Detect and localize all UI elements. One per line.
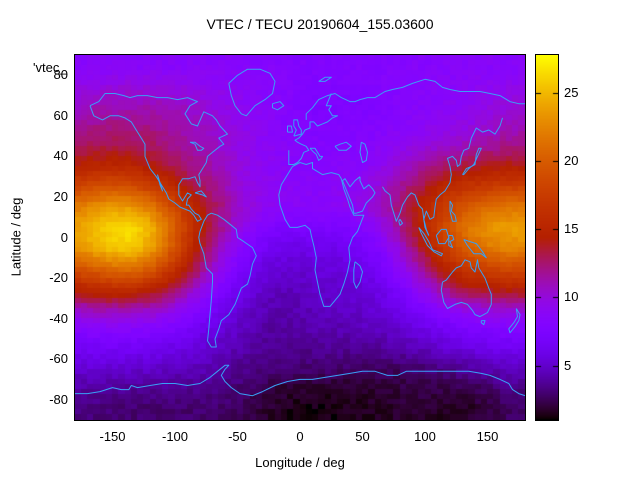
xtick-label: -100 <box>161 429 189 444</box>
ytick-label: -20 <box>49 270 68 286</box>
cbtick-label: 5 <box>564 357 572 373</box>
coastline-path <box>382 186 430 236</box>
ytick-label: 80 <box>53 67 68 83</box>
coastline-path <box>75 364 525 397</box>
coastline-path <box>288 93 338 165</box>
xtick-label: 150 <box>476 429 499 444</box>
ytick-label: 40 <box>53 148 68 164</box>
coastline-path <box>309 147 323 161</box>
tec-heatmap-canvas <box>75 55 525 420</box>
ytick-label: -40 <box>49 310 68 326</box>
xtick-label: 0 <box>296 429 304 444</box>
cbtick-label: 10 <box>564 289 579 305</box>
xtick-label: 50 <box>355 429 370 444</box>
coastline-overlay <box>75 68 525 397</box>
plot-title: VTEC / TECU 20190604_155.03600 <box>206 16 434 32</box>
x-axis-label: Longitude / deg <box>255 455 345 470</box>
coastline-path <box>480 320 486 326</box>
coastline-path <box>508 308 521 334</box>
coastline-path <box>418 227 443 257</box>
coastline-path <box>342 176 376 214</box>
colorbar <box>535 54 559 421</box>
map-plot-area <box>74 54 526 421</box>
coastline-path <box>228 68 276 117</box>
coastline-path <box>423 117 503 236</box>
coastline-path <box>189 141 205 151</box>
coastline-path <box>353 261 363 289</box>
coastline-path <box>318 76 332 82</box>
coastline-path <box>398 219 403 226</box>
coastline-path <box>334 141 352 151</box>
coastline-path <box>305 78 525 120</box>
cbtick-label: 25 <box>564 85 579 101</box>
ytick-label: 60 <box>53 107 68 123</box>
coastline-path <box>278 162 365 307</box>
ytick-label: 0 <box>60 229 68 245</box>
coastline-path <box>462 147 482 176</box>
coastline-path <box>194 190 207 198</box>
coastline-path <box>198 212 257 348</box>
ytick-label: -60 <box>49 351 68 367</box>
coastline-path <box>89 93 228 222</box>
coastline-path <box>440 259 492 318</box>
coastline-path <box>287 125 293 133</box>
coastline-path <box>435 228 450 245</box>
xtick-label: 100 <box>414 429 436 444</box>
cbtick-label: 15 <box>564 221 579 237</box>
coastline-path <box>359 141 368 163</box>
coastline-path <box>157 174 163 192</box>
coastline-path <box>293 119 302 137</box>
colorbar-gradient-canvas <box>536 55 558 420</box>
coastline-path <box>449 200 457 222</box>
xtick-label: -50 <box>228 429 247 444</box>
ytick-label: -80 <box>49 391 68 407</box>
coastline-path <box>463 239 487 259</box>
xtick-label: -150 <box>99 429 126 444</box>
coastline-path <box>272 101 285 111</box>
coastline-path <box>448 235 455 249</box>
ytick-label: 20 <box>53 188 68 204</box>
cbtick-label: 20 <box>564 153 579 169</box>
key-label: 'vtec_ <box>33 60 67 75</box>
